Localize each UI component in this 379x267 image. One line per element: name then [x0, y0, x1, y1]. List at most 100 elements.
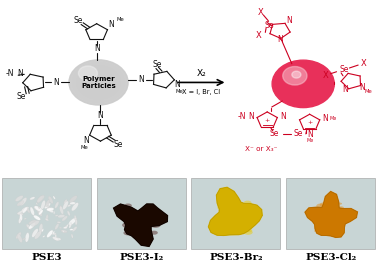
Circle shape — [72, 62, 125, 103]
Ellipse shape — [69, 196, 77, 203]
Ellipse shape — [24, 218, 27, 219]
Ellipse shape — [69, 223, 72, 228]
Ellipse shape — [29, 220, 36, 225]
Circle shape — [78, 66, 97, 80]
Circle shape — [89, 76, 108, 89]
Circle shape — [272, 60, 334, 108]
Ellipse shape — [22, 207, 28, 213]
Ellipse shape — [333, 217, 340, 221]
Text: X₂: X₂ — [196, 69, 206, 78]
Ellipse shape — [150, 231, 158, 235]
Ellipse shape — [72, 203, 78, 211]
Ellipse shape — [31, 221, 39, 226]
Ellipse shape — [244, 201, 252, 205]
Ellipse shape — [332, 205, 335, 207]
Text: Me: Me — [175, 89, 183, 94]
Ellipse shape — [38, 206, 40, 209]
Text: N: N — [359, 83, 365, 92]
Ellipse shape — [217, 204, 223, 207]
Ellipse shape — [52, 233, 56, 235]
Circle shape — [87, 74, 110, 91]
Ellipse shape — [243, 230, 253, 235]
Ellipse shape — [217, 206, 225, 210]
Ellipse shape — [25, 233, 29, 242]
Ellipse shape — [61, 230, 67, 233]
Ellipse shape — [45, 200, 50, 207]
Text: N: N — [323, 114, 329, 123]
Circle shape — [82, 70, 115, 95]
Ellipse shape — [55, 223, 59, 230]
Circle shape — [283, 66, 307, 85]
Text: X: X — [255, 31, 262, 40]
Text: X: X — [322, 71, 328, 80]
Circle shape — [69, 60, 128, 105]
Text: N: N — [83, 136, 89, 145]
Text: N: N — [94, 44, 100, 53]
Ellipse shape — [63, 201, 68, 210]
Text: PSE3-I₂: PSE3-I₂ — [119, 253, 163, 262]
Bar — [191, 178, 280, 249]
Circle shape — [73, 63, 124, 102]
Ellipse shape — [41, 200, 45, 210]
Ellipse shape — [47, 230, 53, 237]
Circle shape — [97, 82, 100, 83]
Text: PSE3-Br₂: PSE3-Br₂ — [209, 253, 263, 262]
Circle shape — [77, 66, 120, 99]
Text: Me: Me — [329, 116, 337, 121]
Ellipse shape — [46, 214, 48, 221]
Text: Se: Se — [114, 140, 123, 148]
Ellipse shape — [150, 222, 161, 228]
Ellipse shape — [60, 205, 61, 209]
Ellipse shape — [21, 207, 29, 212]
Ellipse shape — [324, 203, 332, 207]
Text: N: N — [277, 36, 283, 44]
Ellipse shape — [59, 227, 62, 229]
Ellipse shape — [34, 231, 41, 239]
Ellipse shape — [226, 219, 234, 224]
Ellipse shape — [17, 234, 22, 242]
Ellipse shape — [34, 206, 41, 211]
Ellipse shape — [329, 227, 338, 232]
Polygon shape — [208, 187, 262, 235]
Text: N: N — [307, 130, 313, 139]
Ellipse shape — [138, 224, 144, 227]
Text: N: N — [138, 75, 144, 84]
Text: Me: Me — [81, 145, 88, 150]
Ellipse shape — [44, 203, 50, 209]
Ellipse shape — [226, 205, 230, 207]
Ellipse shape — [316, 204, 324, 208]
Ellipse shape — [64, 199, 67, 204]
Circle shape — [92, 78, 105, 87]
Ellipse shape — [29, 223, 35, 229]
Circle shape — [71, 61, 126, 103]
Text: Se: Se — [16, 92, 25, 101]
Ellipse shape — [156, 214, 164, 219]
Ellipse shape — [47, 205, 50, 209]
Ellipse shape — [17, 201, 24, 206]
Ellipse shape — [123, 215, 130, 219]
Ellipse shape — [231, 217, 240, 222]
Ellipse shape — [53, 237, 59, 241]
Ellipse shape — [145, 208, 155, 213]
Text: Se: Se — [265, 21, 274, 30]
Circle shape — [97, 81, 100, 84]
Circle shape — [84, 72, 113, 93]
Ellipse shape — [245, 215, 252, 219]
Ellipse shape — [42, 235, 45, 237]
Ellipse shape — [55, 234, 56, 238]
Ellipse shape — [36, 203, 38, 205]
Circle shape — [70, 61, 127, 104]
Bar — [97, 178, 186, 249]
Ellipse shape — [15, 196, 23, 201]
Text: X⁻ or X₃⁻: X⁻ or X₃⁻ — [245, 146, 278, 152]
Ellipse shape — [338, 203, 342, 205]
Ellipse shape — [71, 234, 73, 238]
Text: PSE3-Cl₂: PSE3-Cl₂ — [305, 253, 356, 262]
Text: X = I, Br, Cl: X = I, Br, Cl — [182, 89, 220, 95]
Circle shape — [94, 79, 103, 85]
Circle shape — [86, 73, 111, 92]
Circle shape — [78, 67, 119, 98]
Ellipse shape — [341, 209, 348, 213]
Ellipse shape — [32, 229, 38, 237]
Circle shape — [74, 64, 123, 101]
